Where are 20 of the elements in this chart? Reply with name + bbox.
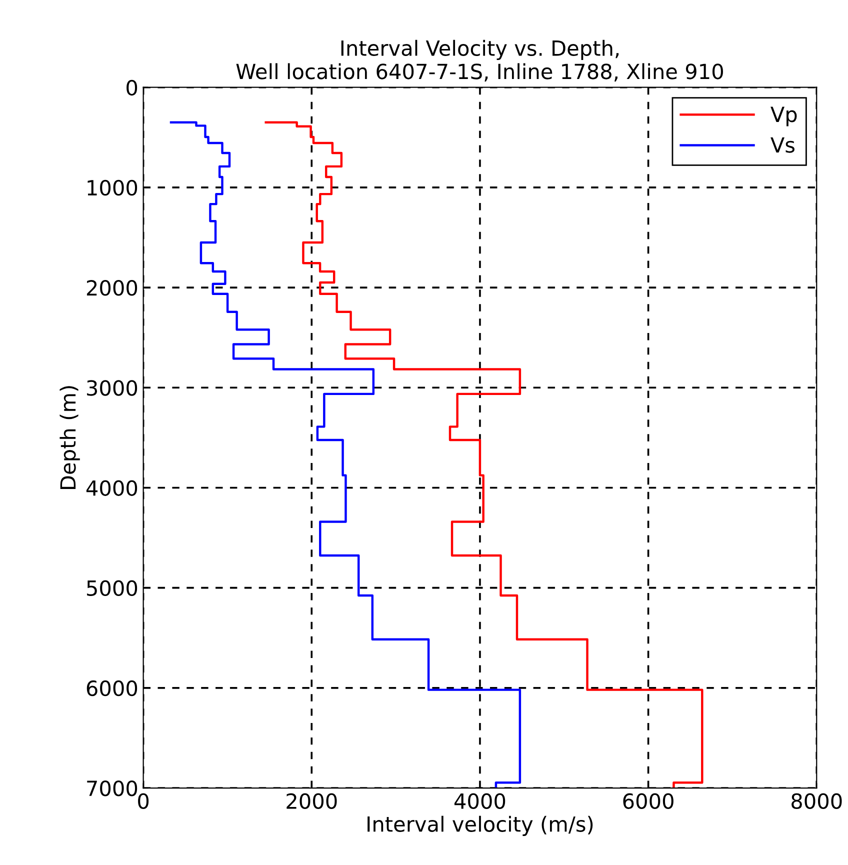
y-tick-label: 7000 [87,780,138,796]
x-tick-label: 0 [138,793,149,809]
chart-title: Interval Velocity vs. Depth, Well location 6407-7-1S, Inline 1788, Xline 910 [236,40,723,82]
y-tick-label: 6000 [86,680,138,696]
x-tick-label: 2000 [286,793,337,809]
legend-label: Vs [770,137,794,153]
y-tick-label: 0 [126,80,138,96]
y-tick-label: 2000 [86,280,138,296]
x-axis-title: Interval velocity (m/s) [368,816,593,836]
y-tick-label: 4000 [86,480,138,496]
x-tick-label: 8000 [792,793,842,809]
y-tick-label: 1000 [88,180,138,196]
y-tick-label: 3000 [87,380,138,396]
x-tick-label: 6000 [623,793,674,809]
legend-label: Vp [770,106,797,126]
line-series [264,121,704,788]
x-tick-label: 4000 [454,793,506,809]
y-tick-label: 5000 [87,580,138,596]
line-series [170,121,522,788]
y-axis-title: Depth (m) [60,386,80,489]
